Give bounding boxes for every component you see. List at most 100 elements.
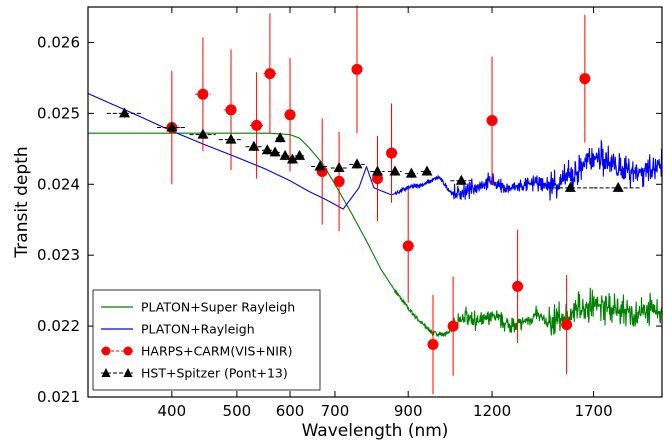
legend-marker (123, 368, 133, 377)
plot-frame (87, 6, 663, 398)
hst-point-6 (269, 146, 281, 157)
y-tick-label: 0.023 (37, 246, 80, 264)
marker-triangle (564, 181, 576, 192)
marker-triangle (248, 140, 260, 151)
marker-circle (197, 88, 209, 100)
marker-triangle (371, 165, 383, 176)
y-tick-label: 0.024 (37, 175, 80, 193)
legend-entry-0: PLATON+Super Rayleigh (101, 300, 295, 315)
harps-point-10 (386, 103, 398, 203)
x-tick-label: 400 (158, 402, 187, 420)
marker-triangle (286, 153, 298, 164)
marker-circle (386, 147, 398, 159)
marker-circle (333, 175, 345, 187)
hst-point-18 (450, 174, 472, 185)
legend-label: PLATON+Rayleigh (141, 322, 255, 337)
marker-triangle (612, 181, 624, 192)
marker-triangle (405, 167, 417, 178)
y-axis-label: Transit depth (12, 146, 32, 258)
legend-label: PLATON+Super Rayleigh (141, 300, 295, 315)
harps-point-13 (447, 276, 459, 376)
marker-circle (561, 319, 573, 331)
marker-triangle (197, 128, 209, 139)
y-tick-label: 0.026 (37, 33, 80, 51)
marker-circle (251, 119, 263, 131)
x-tick-label: 600 (276, 402, 305, 420)
marker-circle (284, 109, 296, 121)
marker-circle (402, 240, 414, 252)
marker-circle (486, 114, 498, 126)
y-tick-label: 0.025 (37, 104, 80, 122)
marker-triangle (333, 161, 345, 172)
axis-ticks: 0.021 0.022 0.023 0.024 0.025 0.026 400 500 600 7… (37, 7, 662, 420)
harps-point-15 (512, 229, 524, 344)
marker-circle (225, 104, 237, 116)
y-tick-label: 0.021 (37, 388, 80, 406)
x-tick-label: 1700 (574, 402, 612, 420)
harps-point-12 (427, 294, 439, 395)
marker-triangle (225, 133, 237, 144)
marker-circle (579, 73, 591, 85)
hst-point-19 (541, 181, 597, 193)
hst-point-10 (294, 149, 306, 161)
harps-point-2 (223, 49, 239, 171)
marker-triangle (274, 132, 286, 143)
hst-point-4 (245, 140, 262, 151)
legend-entry-3: HST+Spitzer (Pont+13) (101, 366, 288, 381)
harps-point-6 (316, 118, 328, 225)
marker-circle (447, 320, 459, 332)
harps-point-14 (486, 56, 498, 185)
marker-triangle (261, 144, 273, 155)
marker-triangle (269, 146, 281, 157)
legend: PLATON+Super Rayleigh PLATON+Rayleigh HARP… (92, 289, 321, 391)
marker-circle (351, 63, 363, 75)
hst-point-0 (106, 107, 142, 118)
hst-point-7 (274, 132, 286, 143)
hst-point-5 (261, 144, 273, 155)
legend-label: HARPS+CARM(VIS+NIR) (141, 344, 292, 359)
hst-point-11 (311, 160, 329, 171)
marker-triangle (351, 158, 363, 169)
hst-point-16 (404, 167, 418, 178)
x-tick-label: 1200 (473, 402, 511, 420)
marker-triangle (118, 107, 130, 118)
marker-circle (427, 339, 439, 351)
legend-marker (101, 368, 111, 377)
legend-label: HST+Spitzer (Pont+13) (141, 366, 288, 381)
data-points (106, 5, 641, 395)
legend-entry-2: HARPS+CARM(VIS+NIR) (101, 344, 292, 359)
x-tick-label: 900 (394, 402, 423, 420)
harps-point-4 (263, 13, 277, 134)
marker-triangle (279, 149, 291, 160)
marker-triangle (294, 149, 306, 160)
marker-triangle (421, 165, 433, 176)
hst-point-15 (388, 165, 402, 176)
hst-point-14 (370, 165, 385, 176)
y-tick-label: 0.022 (37, 317, 80, 335)
harps-point-3 (249, 72, 264, 179)
harps-point-7 (333, 131, 345, 232)
x-tick-label: 500 (223, 402, 252, 420)
marker-triangle (389, 165, 401, 176)
harps-point-16 (561, 275, 573, 375)
hst-point-3 (218, 133, 243, 144)
hst-point-2 (189, 128, 216, 139)
marker-triangle (455, 174, 467, 185)
harps-point-17 (579, 14, 591, 143)
legend-marker (123, 346, 133, 356)
hst-point-20 (593, 181, 641, 193)
x-tick-label: 700 (321, 402, 350, 420)
harps-point-8 (351, 5, 363, 134)
legend-entry-1: PLATON+Rayleigh (101, 322, 255, 337)
harps-point-11 (402, 189, 414, 303)
hst-point-8 (279, 149, 291, 161)
marker-circle (264, 68, 276, 80)
marker-triangle (166, 121, 178, 132)
harps-point-5 (284, 58, 296, 172)
curve-rayleigh (88, 93, 662, 210)
marker-circle (512, 280, 524, 292)
hst-point-17 (420, 165, 434, 176)
harps-point-9 (371, 136, 383, 222)
hst-point-13 (349, 158, 365, 169)
